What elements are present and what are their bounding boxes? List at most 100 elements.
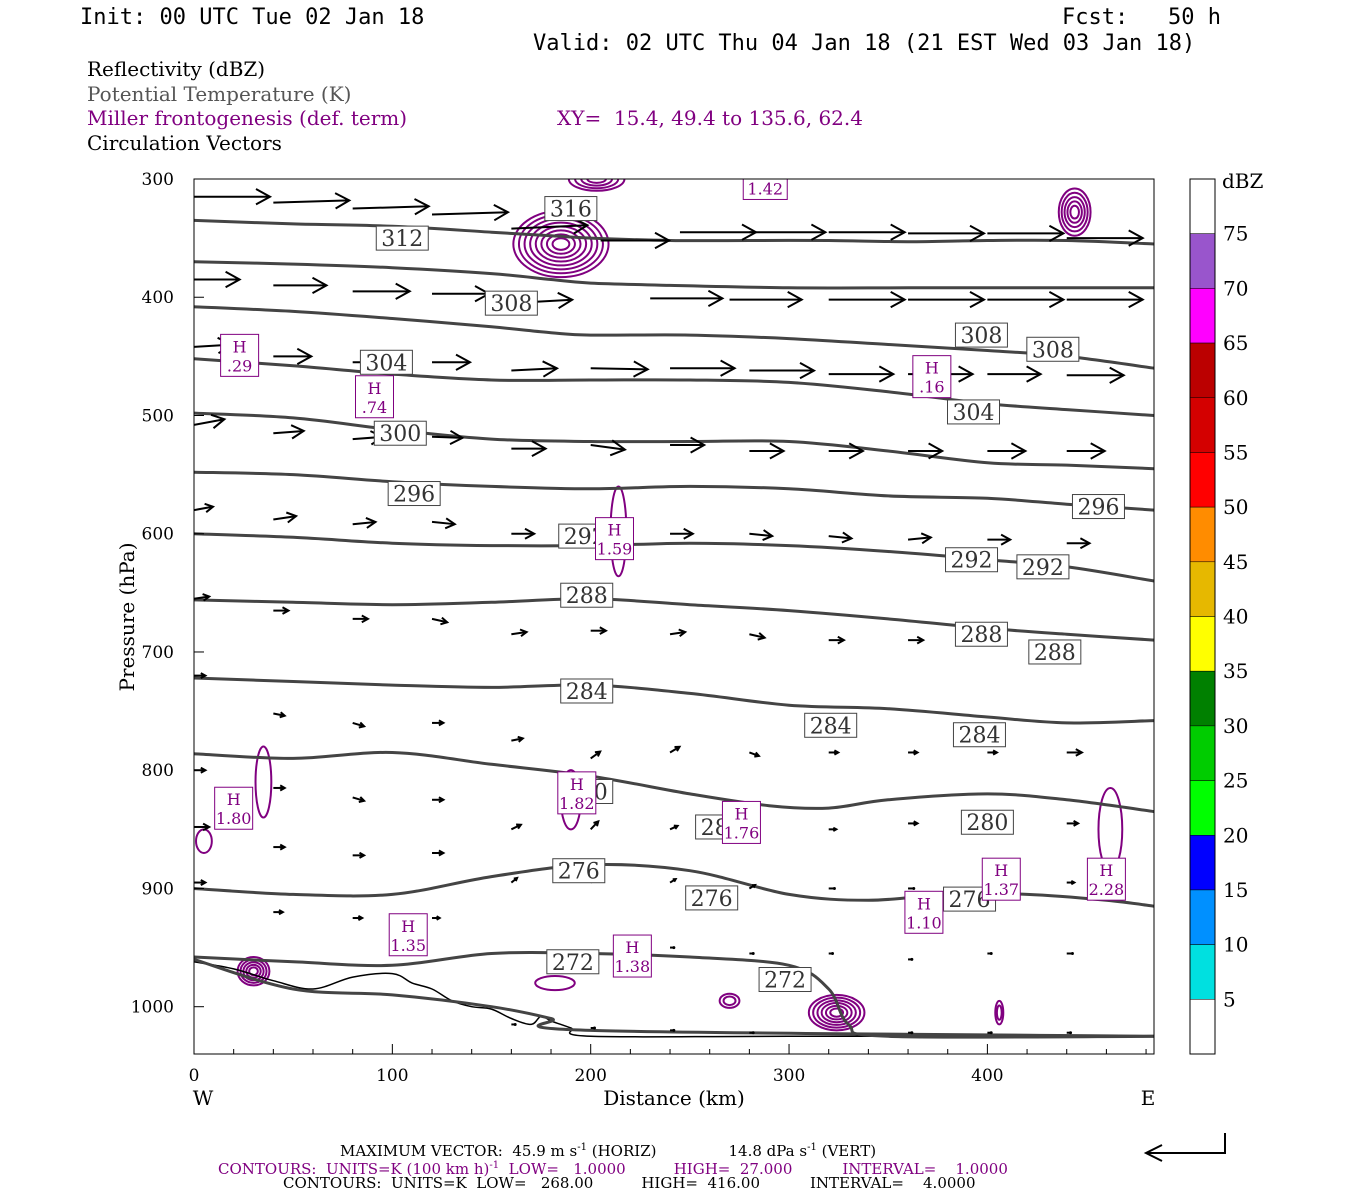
theta-contour-292 <box>194 532 1154 583</box>
circulation-vector <box>1066 951 1074 955</box>
circulation-vector <box>669 745 682 754</box>
frontogenesis-contour <box>829 1007 845 1018</box>
circulation-vector <box>352 915 365 921</box>
colorbar-label: 55 <box>1223 440 1248 464</box>
circulation-vector <box>907 532 933 545</box>
theta-label: 312 <box>375 225 429 252</box>
circulation-vector <box>908 442 945 460</box>
colorbar-label: 50 <box>1223 495 1248 519</box>
circulation-vector <box>828 749 841 756</box>
circulation-vector <box>432 849 446 857</box>
colorbar-segment <box>1189 506 1216 563</box>
y-tick-label: 400 <box>142 288 174 308</box>
svg-text:276: 276 <box>558 860 600 885</box>
colorbar-segment <box>1189 944 1216 1000</box>
circulation-vector <box>749 951 755 955</box>
svg-text:288: 288 <box>960 623 1002 648</box>
colorbar-label: 75 <box>1223 222 1248 246</box>
colorbar-segment <box>1189 725 1216 781</box>
theta-label: 288 <box>560 582 614 609</box>
circulation-vector <box>669 878 678 884</box>
svg-text:308: 308 <box>960 324 1002 349</box>
svg-text:312: 312 <box>381 227 423 252</box>
circulation-vector <box>352 851 367 859</box>
svg-text:H: H <box>917 894 931 913</box>
circulation-vector <box>669 628 688 637</box>
circulation-vector <box>590 360 650 378</box>
circulation-vector <box>908 224 987 242</box>
circulation-vector <box>194 593 212 602</box>
colorbar-segment <box>1189 233 1216 289</box>
circulation-vector <box>273 347 314 365</box>
circulation-vector <box>352 282 412 300</box>
theta-label: 308 <box>484 290 538 317</box>
theta-label: 280 <box>960 809 1014 836</box>
circulation-vector <box>273 276 329 294</box>
circulation-vector <box>749 751 761 758</box>
x-tick-label: 0 <box>189 1066 200 1086</box>
circulation-vector <box>828 826 839 832</box>
svg-text:H: H <box>233 337 247 356</box>
x-tick-label: 200 <box>574 1066 606 1086</box>
frontogenesis-contour <box>534 974 576 992</box>
reference-vector-icon <box>1143 1133 1226 1162</box>
x-tick-label: 100 <box>376 1066 408 1086</box>
circulation-vector <box>194 879 208 886</box>
circulation-vector <box>908 635 926 645</box>
circulation-vector <box>273 511 299 524</box>
svg-text:H: H <box>608 521 622 540</box>
colorbar-label: 15 <box>1223 878 1248 902</box>
frontogenesis-contour <box>722 995 737 1007</box>
circulation-vector <box>273 843 287 851</box>
svg-text:288: 288 <box>566 584 608 609</box>
circulation-vector <box>194 672 208 679</box>
frontogenesis-max-label: H.29 <box>220 333 260 377</box>
svg-text:284: 284 <box>810 714 852 739</box>
circulation-vector <box>273 606 291 615</box>
circulation-vector <box>749 529 775 542</box>
colorbar-label: 30 <box>1223 714 1248 738</box>
circulation-vector <box>194 822 212 832</box>
circulation-vector <box>749 442 786 460</box>
circulation-vector <box>352 516 378 529</box>
svg-text:.29: .29 <box>227 356 252 375</box>
circulation-vector <box>729 291 804 309</box>
frontogenesis-max-label: H1.35 <box>388 913 428 957</box>
circulation-vector <box>908 1031 914 1035</box>
circulation-vector <box>194 270 242 289</box>
circulation-vector <box>1066 442 1107 460</box>
theta-label: 300 <box>373 420 427 447</box>
field-label-frontogenesis: Miller frontogenesis (def. term) <box>87 106 408 130</box>
theta-label: 288 <box>954 621 1008 648</box>
svg-text:H: H <box>625 938 639 957</box>
svg-text:296: 296 <box>1077 496 1119 521</box>
circulation-vector <box>749 223 828 241</box>
theta-contour-308 <box>194 305 1154 370</box>
circulation-vector <box>431 616 450 626</box>
theta-label: 296 <box>387 481 441 508</box>
circulation-vector <box>987 951 993 955</box>
circulation-vector <box>670 1028 676 1032</box>
circulation-vector <box>432 796 446 804</box>
field-label-vectors: Circulation Vectors <box>87 131 282 155</box>
circulation-vector <box>590 1026 596 1030</box>
circulation-vector <box>511 360 560 378</box>
circulation-vector <box>431 429 465 445</box>
theta-contour-272 <box>194 950 1154 1039</box>
circulation-vector <box>908 749 920 756</box>
theta-contour-316 <box>194 218 1154 246</box>
circulation-vector <box>511 527 537 540</box>
theta-contour-284 <box>194 676 1154 725</box>
theta-contour-276 <box>194 863 1154 908</box>
circulation-vector <box>432 915 442 921</box>
colorbar-label: 10 <box>1223 933 1248 957</box>
circulation-vector <box>273 909 285 916</box>
colorbar-label: 35 <box>1223 659 1248 683</box>
circulation-vector <box>828 951 835 955</box>
circulation-vector <box>1066 820 1081 827</box>
frontogenesis-contour <box>540 229 582 259</box>
circulation-vector <box>670 436 707 454</box>
circulation-vector <box>828 223 907 241</box>
circulation-vector <box>1066 291 1145 309</box>
